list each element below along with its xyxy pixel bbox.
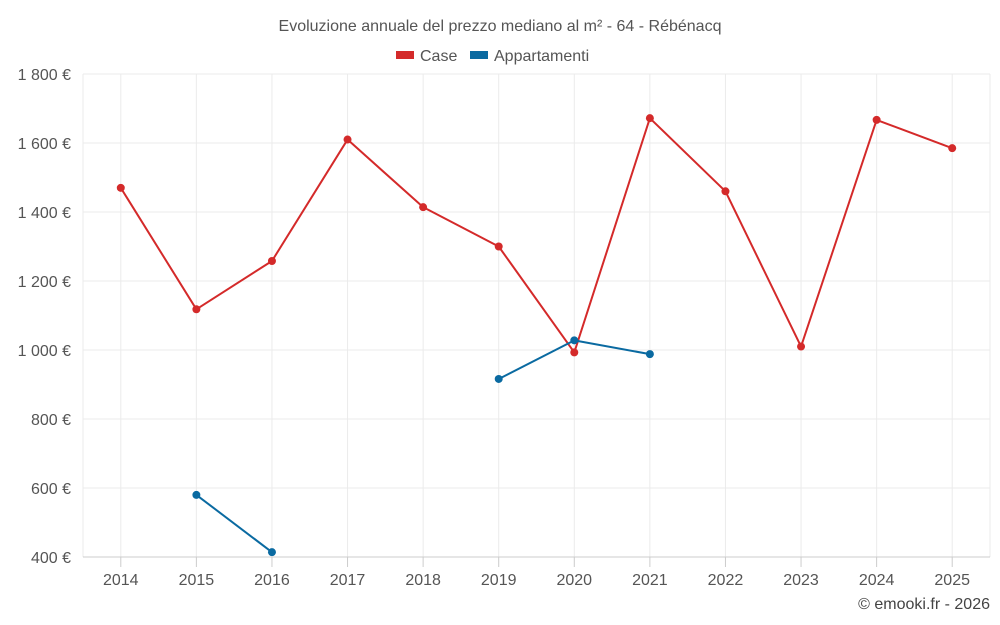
x-tick-label: 2017 — [330, 572, 366, 589]
y-tick-label: 600 € — [31, 481, 71, 498]
data-point-case-2024[interactable] — [872, 115, 881, 124]
x-tick-label: 2023 — [783, 572, 819, 589]
x-tick-label: 2020 — [556, 572, 592, 589]
legend: Case Appartamenti — [396, 48, 589, 65]
data-point-case-2020[interactable] — [570, 348, 579, 357]
series-case — [116, 114, 957, 357]
y-tick-label: 1 200 € — [18, 274, 71, 291]
legend-item-appartamenti[interactable]: Appartamenti — [470, 48, 589, 65]
plot-area — [116, 114, 957, 557]
grid — [82, 73, 991, 558]
data-point-case-2018[interactable] — [419, 203, 428, 212]
legend-label: Case — [420, 48, 457, 65]
data-point-case-2017[interactable] — [343, 135, 352, 144]
data-point-case-2025[interactable] — [948, 144, 957, 153]
data-point-case-2014[interactable] — [116, 183, 125, 192]
y-tick-label: 1 000 € — [18, 343, 71, 360]
x-tick-label: 2021 — [632, 572, 668, 589]
y-axis: 400 € 600 € 800 € 1 000 € 1 200 € 1 400 € 1 60… — [18, 67, 71, 567]
legend-swatch — [396, 51, 414, 59]
legend-swatch — [470, 51, 488, 59]
x-tick-label: 2014 — [103, 572, 139, 589]
data-point-appartamenti-2016[interactable] — [267, 548, 276, 557]
x-tick-label: 2018 — [405, 572, 441, 589]
x-tick-label: 2015 — [179, 572, 215, 589]
legend-item-case[interactable]: Case — [396, 48, 457, 65]
y-tick-label: 400 € — [31, 550, 71, 567]
chart-title: Evoluzione annuale del prezzo mediano al… — [279, 18, 722, 35]
x-tick-label: 2016 — [254, 572, 290, 589]
x-tick-label: 2024 — [859, 572, 895, 589]
data-point-case-2021[interactable] — [645, 114, 654, 123]
data-point-appartamenti-2020[interactable] — [570, 336, 579, 345]
y-tick-label: 800 € — [31, 412, 71, 429]
legend-label: Appartamenti — [494, 48, 589, 65]
data-point-appartamenti-2015[interactable] — [192, 490, 201, 499]
data-point-appartamenti-2021[interactable] — [645, 350, 654, 359]
x-tick-label: 2025 — [934, 572, 970, 589]
series-appartamenti — [192, 336, 654, 557]
data-point-appartamenti-2019[interactable] — [494, 374, 503, 383]
y-tick-label: 1 400 € — [18, 205, 71, 222]
x-tick-label: 2019 — [481, 572, 517, 589]
data-point-case-2015[interactable] — [192, 305, 201, 314]
series-line-case — [119, 117, 953, 354]
credit-text: © emooki.fr - 2026 — [858, 596, 990, 613]
data-point-case-2023[interactable] — [797, 342, 806, 351]
x-tick-label: 2022 — [708, 572, 744, 589]
data-point-case-2019[interactable] — [494, 242, 503, 251]
y-tick-label: 1 600 € — [18, 136, 71, 153]
data-point-case-2022[interactable] — [721, 187, 730, 196]
data-point-case-2016[interactable] — [267, 256, 276, 265]
series-line-appartamenti — [195, 494, 273, 553]
y-tick-label: 1 800 € — [18, 67, 71, 84]
x-axis: 2014 2015 2016 2017 2018 2019 2020 2021 2022 2023… — [83, 556, 990, 589]
